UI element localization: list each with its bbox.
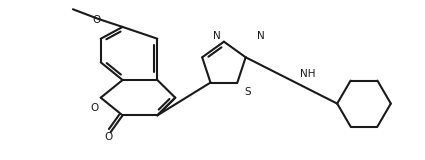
Text: N: N xyxy=(257,31,264,41)
Text: O: O xyxy=(91,103,99,112)
Text: O: O xyxy=(93,15,101,25)
Text: S: S xyxy=(244,87,251,97)
Text: O: O xyxy=(105,132,113,142)
Text: NH: NH xyxy=(300,69,315,79)
Text: N: N xyxy=(213,31,221,41)
